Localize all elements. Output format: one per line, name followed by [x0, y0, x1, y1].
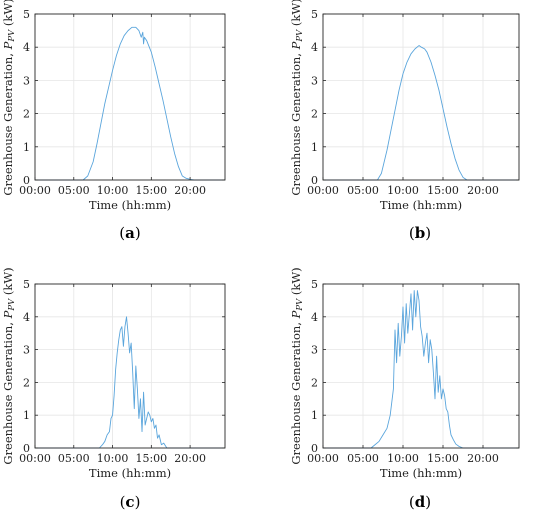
x-tick-label: 20:00 [467, 184, 499, 197]
y-tick-label: 1 [311, 141, 318, 154]
plot-frame [322, 283, 520, 449]
series-line [35, 316, 225, 449]
y-tick-label: 5 [311, 8, 318, 21]
y-tick-label: 0 [23, 174, 30, 187]
x-tick-label: 05:00 [347, 184, 379, 197]
x-tick-label: 10:00 [97, 184, 129, 197]
x-tick-label: 00:00 [19, 184, 51, 197]
series-line [35, 26, 225, 181]
y-tick-label: 1 [311, 409, 318, 422]
x-tick-label: 10:00 [97, 452, 129, 465]
y-tick-label: 5 [23, 8, 30, 21]
x-tick-label: 05:00 [58, 452, 90, 465]
chart-panel-d: 00:00 05:00 10:00 15:00 20:00 0 1 2 3 4 5 Time (hh:… [289, 267, 520, 511]
y-tick-label: 2 [311, 376, 318, 389]
x-tick-label: 15:00 [427, 184, 459, 197]
x-tick-label: 00:00 [19, 452, 51, 465]
panel-label: (a) [119, 224, 140, 242]
y-tick-label: 3 [23, 344, 30, 357]
x-tick-label: 20:00 [467, 452, 499, 465]
chart-panel-b: 00:00 05:00 10:00 15:00 20:00 0 1 2 3 4 5 Time (hh:… [289, 0, 520, 242]
panel-label: (b) [409, 224, 431, 242]
y-tick-label: 2 [311, 108, 318, 121]
plot-frame [34, 283, 226, 449]
y-tick-label: 4 [23, 311, 30, 324]
x-tick-label: 00:00 [307, 184, 339, 197]
y-tick-label: 5 [311, 278, 318, 291]
y-tick-label: 5 [23, 278, 30, 291]
y-axis-label: Greenhouse Generation, PPV (kW) [289, 267, 305, 464]
x-tick-label: 05:00 [58, 184, 90, 197]
y-tick-label: 2 [23, 376, 30, 389]
y-axis-label: Greenhouse Generation, PPV (kW) [289, 0, 305, 196]
y-tick-label: 0 [311, 442, 318, 455]
y-tick-label: 1 [23, 409, 30, 422]
x-tick-label: 20:00 [174, 452, 206, 465]
x-tick-label: 00:00 [307, 452, 339, 465]
y-axis-label: Greenhouse Generation, PPV (kW) [1, 0, 17, 196]
y-tick-label: 3 [311, 344, 318, 357]
series-line [323, 290, 519, 449]
x-tick-label: 15:00 [135, 184, 167, 197]
y-tick-label: 2 [23, 108, 30, 121]
series-line [323, 45, 519, 181]
y-axis-label: Greenhouse Generation, PPV (kW) [1, 267, 17, 464]
plot-frame [322, 13, 520, 181]
x-axis-label: Time (hh:mm) [89, 198, 171, 212]
y-tick-label: 0 [311, 174, 318, 187]
x-tick-label: 10:00 [387, 452, 419, 465]
y-tick-label: 4 [23, 41, 30, 54]
y-tick-label: 4 [311, 311, 318, 324]
chart-panel-c: 00:00 05:00 10:00 15:00 20:00 0 1 2 3 4 5 Time (hh:… [1, 267, 226, 511]
y-tick-label: 0 [23, 442, 30, 455]
x-tick-label: 20:00 [174, 184, 206, 197]
y-tick-label: 1 [23, 141, 30, 154]
x-axis-label: Time (hh:mm) [89, 466, 171, 480]
x-axis-label: Time (hh:mm) [380, 198, 462, 212]
panel-label: (c) [120, 493, 141, 511]
chart-panel-a: 00:00 05:00 10:00 15:00 20:00 0 1 2 3 4 5 Time (hh:… [1, 0, 226, 242]
plot-frame [34, 13, 226, 181]
x-tick-label: 05:00 [347, 452, 379, 465]
y-tick-label: 3 [23, 74, 30, 87]
x-tick-label: 10:00 [387, 184, 419, 197]
x-tick-label: 15:00 [135, 452, 167, 465]
panel-label: (d) [409, 493, 431, 511]
x-tick-label: 15:00 [427, 452, 459, 465]
x-axis-label: Time (hh:mm) [380, 466, 462, 480]
y-tick-label: 4 [311, 41, 318, 54]
y-tick-label: 3 [311, 74, 318, 87]
